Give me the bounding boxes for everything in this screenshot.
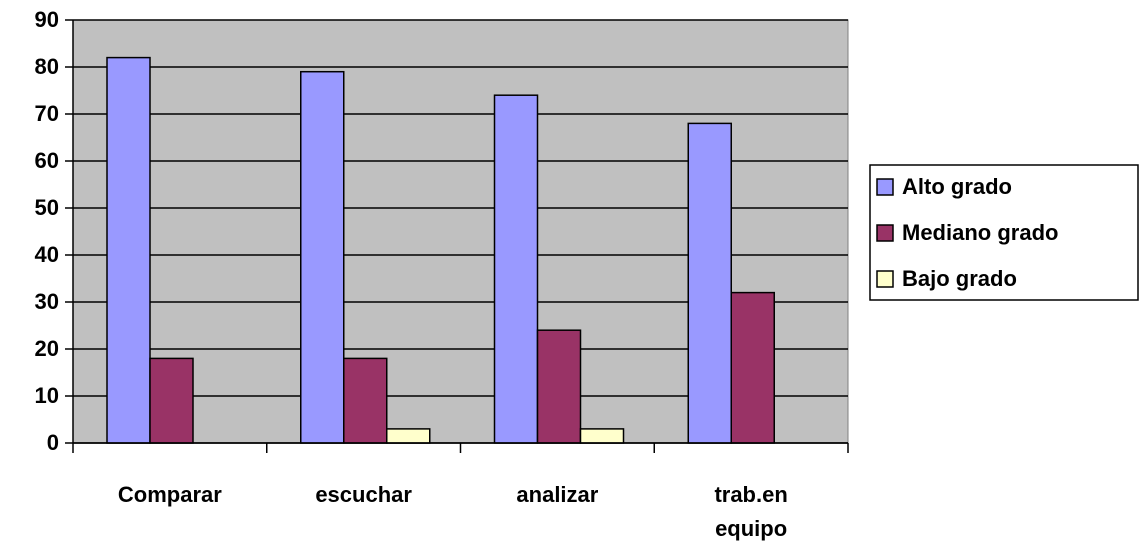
bar	[343, 357, 388, 444]
y-tick-label: 50	[35, 195, 59, 220]
x-tick-label: escuchar	[315, 482, 412, 507]
legend-label: Mediano grado	[902, 220, 1058, 245]
y-tick-label: 60	[35, 148, 59, 173]
y-tick-label: 20	[35, 336, 59, 361]
y-tick-label: 0	[47, 430, 59, 455]
legend-swatch	[876, 224, 894, 242]
legend-label: Alto grado	[902, 174, 1012, 199]
legend-label: Bajo grado	[902, 266, 1017, 291]
y-tick-label: 40	[35, 242, 59, 267]
bar	[536, 329, 582, 444]
legend-swatch	[876, 270, 894, 288]
bar	[579, 428, 625, 444]
legend	[869, 164, 1139, 301]
x-tick-label: trab.en equipo	[714, 482, 788, 541]
bar	[149, 357, 194, 444]
y-tick-label: 10	[35, 383, 59, 408]
bar	[106, 56, 151, 444]
y-tick-label: 80	[35, 54, 59, 79]
bar	[300, 70, 345, 444]
x-tick-label: analizar	[516, 482, 599, 507]
y-tick-label: 90	[35, 7, 59, 32]
bar	[730, 291, 775, 444]
bar	[493, 94, 539, 444]
y-tick-label: 30	[35, 289, 59, 314]
legend-swatch	[876, 178, 894, 196]
y-tick-label: 70	[35, 101, 59, 126]
x-tick-label: Comparar	[117, 482, 222, 507]
bar	[687, 122, 732, 444]
bar	[386, 428, 431, 444]
